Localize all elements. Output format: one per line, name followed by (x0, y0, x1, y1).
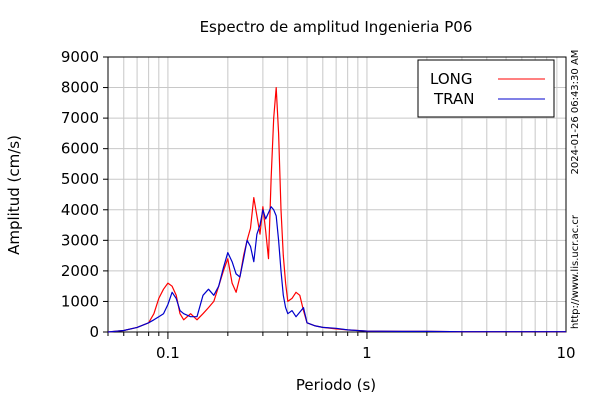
plot-frame (107, 56, 567, 333)
y-tick-label: 4000 (61, 201, 99, 219)
y-tick-label: 0 (89, 323, 99, 341)
legend-label-long: LONG (430, 70, 472, 88)
y-tick-label: 3000 (61, 231, 99, 249)
x-tick-label: 10 (556, 344, 575, 362)
legend-box (417, 59, 555, 118)
y-axis-label: Amplitud (cm/s) (5, 135, 23, 255)
legend: LONG TRAN (417, 59, 555, 118)
y-tick-label: 5000 (61, 170, 99, 188)
series-lines (107, 86, 566, 333)
url-label: http://www.lis.ucr.ac.cr (570, 214, 581, 329)
series-line-tran (107, 206, 566, 333)
timestamp-label: 2024-01-26 06:43:30 AM (570, 50, 581, 175)
legend-label-tran: TRAN (433, 90, 474, 108)
y-tick-label: 9000 (61, 48, 99, 66)
y-tick-label: 8000 (61, 79, 99, 97)
y-tick-label: 1000 (61, 292, 99, 310)
grid (108, 57, 566, 332)
y-tick-label: 6000 (61, 140, 99, 158)
x-axis-label: Periodo (s) (296, 376, 376, 394)
y-tick-label: 2000 (61, 262, 99, 280)
chart-title: Espectro de amplitud Ingenieria P06 (200, 18, 473, 36)
x-tick-label: 0.1 (156, 344, 180, 362)
axis-ticks: 0 1000 2000 3000 4000 5000 6000 7000 8000 9000 0.1… (61, 48, 576, 362)
x-tick-label: 1 (362, 344, 372, 362)
y-tick-label: 7000 (61, 109, 99, 127)
